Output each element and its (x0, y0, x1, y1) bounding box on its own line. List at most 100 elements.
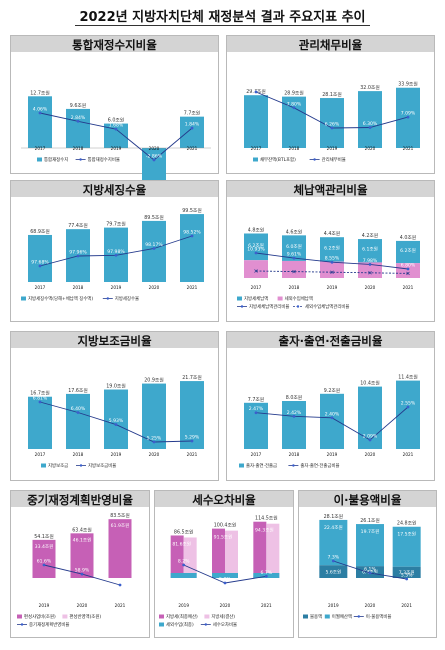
bar-inner-label: 81.6조원 (172, 540, 191, 547)
bar-segment (282, 260, 306, 278)
bar (396, 380, 420, 449)
legend-label: 출자·출연·전출금 (246, 462, 277, 469)
x-tick-label: 2018 (289, 146, 300, 151)
x-tick-label: 2019 (178, 603, 189, 608)
legend-label: 중기재정계획반영비율 (29, 621, 69, 628)
chart-svg: 86.5조원 81.6조원 100.4조원 91.5조원 114.5조원 94.3조원 8.… (159, 515, 280, 628)
bar (320, 98, 344, 148)
legend-swatch (237, 296, 242, 301)
chart-svg: 28.1조원22.4조원5.6조원26.1조원19.7조원6.4조원24.8조원… (303, 513, 421, 620)
bar-segment (225, 530, 238, 578)
legend-swatch (296, 305, 300, 308)
line-point (405, 577, 409, 581)
x-tick-label: 2017 (35, 146, 46, 151)
bar-value-label: 99.5조원 (182, 207, 202, 214)
chart-title: 관리채무비율 (298, 38, 363, 52)
bar-segment (392, 566, 421, 578)
bar (180, 381, 204, 449)
line-point (223, 581, 227, 585)
line-value-label: 6.40% (71, 406, 86, 412)
chart-panel-arrears-management: 체납액관리비율 4.8조원 6.2조원 4.6조원 6.0조원 4.4조원 6.2조원 4.… (226, 180, 435, 322)
line-value-label: 2.84% (71, 115, 86, 121)
line-value-label: 9.61% (287, 252, 302, 258)
line-point (254, 251, 258, 255)
line-value-label: 58.9% (75, 568, 90, 574)
line-point (368, 438, 372, 442)
line-point (368, 571, 372, 575)
line-value-label: 7.09% (401, 111, 416, 117)
legend-swatch (239, 463, 244, 468)
x-tick-label: 2018 (73, 285, 84, 290)
legend-label: 출자·출연·전출금비율 (300, 462, 339, 469)
line-point (114, 127, 118, 131)
bar-value-label: 4.0조원 (400, 234, 416, 241)
page-title: 2022년 지방자치단체 재정분석 결과 주요지표 추이 (0, 6, 445, 26)
x-tick-label: 2021 (115, 603, 126, 608)
line-value-label: 5.8% (219, 577, 231, 583)
bar-inner-label: 91.5조원 (214, 534, 233, 541)
line-point (42, 563, 46, 567)
bar-value-label: 89.5조원 (144, 214, 164, 221)
line-value-label: 6.7% (260, 570, 272, 576)
line-point (254, 269, 258, 273)
chart-title: 세수오차비율 (192, 493, 256, 507)
legend-swatch (277, 296, 283, 301)
line-point (330, 260, 334, 264)
bar-value-label: 4.4조원 (324, 230, 340, 237)
bar-inner-label: 6.1조원 (362, 246, 378, 253)
panel-header: 세수오차비율 (155, 491, 293, 507)
line-value-label: 5.5% (401, 573, 413, 579)
x-tick-label: 2021 (403, 146, 414, 151)
line-point (190, 126, 194, 130)
chart-panel-carryover-unused: 이·불용액비율 28.1조원22.4조원5.6조원26.1조원19.7조원6.4… (298, 490, 437, 638)
bar (244, 402, 268, 449)
line-point (368, 271, 372, 275)
legend-swatch (204, 614, 210, 619)
legend-swatch (17, 614, 22, 619)
line-point (292, 414, 296, 418)
x-tick-label: 2019 (111, 146, 122, 151)
bar-segment (358, 262, 382, 278)
panel-header: 관리채무비율 (227, 36, 434, 52)
legend-swatch (106, 297, 110, 300)
bar-value-label: 28.1조원 (322, 91, 342, 98)
bar (66, 108, 90, 148)
legend-swatch (303, 614, 308, 619)
x-tick-label: 2020 (149, 146, 160, 151)
line-value-label: 7.80% (287, 101, 302, 107)
x-tick-label: 2019 (327, 452, 338, 457)
bar-value-label: 11.4조원 (398, 374, 418, 381)
bar (244, 95, 268, 148)
bar-value-label: 7.7조원 (184, 110, 200, 117)
bar-segment (212, 573, 238, 578)
legend-label: 지방세체납액 (244, 295, 268, 302)
legend-label: 이·불용액비율 (366, 613, 392, 620)
bar-inner-label: 6.0조원 (286, 243, 302, 250)
bar-value-label: 6.0조원 (108, 117, 124, 124)
x-tick-label: 2021 (261, 603, 272, 608)
line-point (76, 119, 80, 123)
x-tick-label: 2020 (220, 603, 231, 608)
bar-value-label: 19.0조원 (106, 383, 126, 390)
line-value-label: 8.55% (325, 256, 340, 262)
legend-swatch (62, 614, 68, 619)
line-value-label: 5.93% (109, 418, 124, 424)
bar-value-label: 63.4조원 (72, 526, 92, 533)
line-value-label: 6.26% (325, 122, 340, 128)
x-tick-label: 2021 (187, 146, 198, 151)
panel-header: 중기재정계획반영비율 (11, 491, 149, 507)
line-value-label: 6.30% (363, 121, 378, 127)
x-tick-label: 2020 (149, 285, 160, 290)
chart-panel-consolidated-fiscal-balance: 통합재정수지비율 12.7조원9.6조원6.0조원-24.7조원7.7조원4.0… (10, 35, 219, 201)
bar-value-label: 4.8조원 (248, 226, 264, 233)
panel-header: 체납액관리비율 (227, 181, 434, 197)
chart-panel-midterm-plan: 중기재정계획반영비율 54.1조원 33.4조원 63.4조원 46.1조원 83.5조… (10, 490, 150, 638)
legend-label: 세외수입체납액관리비율 (305, 303, 349, 310)
line-point (254, 90, 258, 94)
legend-label: 세외수입(최종) (166, 621, 194, 628)
legend-swatch (292, 464, 295, 467)
x-tick-label: 2017 (35, 452, 46, 457)
panel-header: 이·불용액비율 (299, 491, 436, 507)
line-point (76, 411, 80, 414)
bar (180, 214, 204, 282)
